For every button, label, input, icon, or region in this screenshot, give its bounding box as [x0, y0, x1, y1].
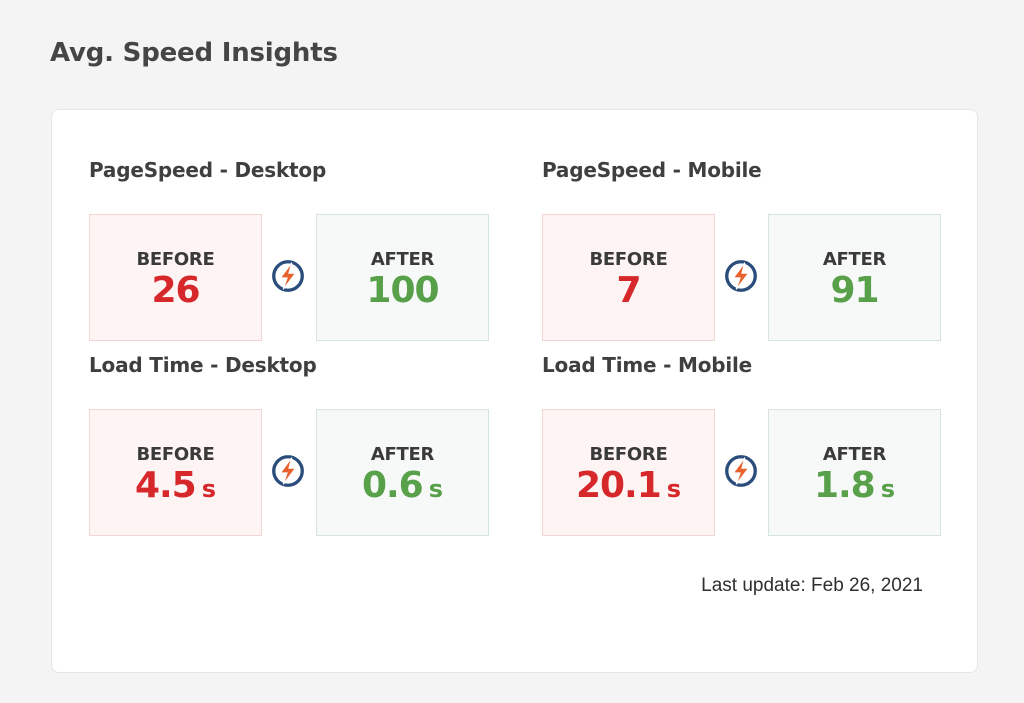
after-box: AFTER 1.8 s — [768, 409, 941, 536]
lightning-bolt-icon — [272, 260, 304, 292]
after-number: 0.6 — [361, 465, 424, 507]
page-title: Avg. Speed Insights — [50, 38, 338, 68]
before-value: 26 — [151, 270, 200, 312]
before-value: 4.5 s — [135, 467, 216, 505]
after-unit: s — [428, 475, 444, 504]
after-value: 1.8 s — [814, 467, 895, 505]
before-label: BEFORE — [589, 249, 668, 271]
section-title: Load Time - Mobile — [542, 353, 753, 377]
after-box: AFTER 91 — [768, 214, 941, 341]
lightning-bolt-icon — [272, 455, 304, 487]
after-label: AFTER — [370, 444, 435, 466]
after-number: 1.8 — [813, 465, 876, 507]
before-label: BEFORE — [136, 249, 215, 271]
before-number: 4.5 — [134, 465, 197, 507]
before-value: 20.1 s — [576, 467, 681, 505]
after-number: 91 — [830, 270, 879, 312]
lightning-bolt-icon — [725, 260, 757, 292]
last-update-text: Last update: Feb 26, 2021 — [701, 575, 923, 596]
after-value: 100 — [366, 270, 439, 312]
section-title: Load Time - Desktop — [89, 353, 317, 377]
section-title: PageSpeed - Desktop — [89, 158, 327, 182]
section-pagespeed-desktop: PageSpeed - Desktop BEFORE 26 AFTER 100 — [89, 158, 489, 343]
after-box: AFTER 100 — [316, 214, 489, 341]
before-label: BEFORE — [589, 444, 668, 466]
after-unit: s — [880, 475, 896, 504]
before-number: 20.1 — [575, 465, 662, 507]
lightning-bolt-icon — [725, 455, 757, 487]
after-label: AFTER — [822, 249, 887, 271]
after-value: 0.6 s — [362, 467, 443, 505]
before-box: BEFORE 4.5 s — [89, 409, 262, 536]
speed-insights-card: PageSpeed - Desktop BEFORE 26 AFTER 100 … — [51, 109, 978, 673]
after-label: AFTER — [370, 249, 435, 271]
before-label: BEFORE — [136, 444, 215, 466]
before-box: BEFORE 7 — [542, 214, 715, 341]
after-number: 100 — [366, 270, 439, 312]
before-unit: s — [201, 475, 217, 504]
before-number: 26 — [151, 270, 200, 312]
before-box: BEFORE 26 — [89, 214, 262, 341]
before-unit: s — [666, 475, 682, 504]
section-title: PageSpeed - Mobile — [542, 158, 762, 182]
section-pagespeed-mobile: PageSpeed - Mobile BEFORE 7 AFTER 91 — [542, 158, 942, 343]
after-value: 91 — [830, 270, 879, 312]
after-box: AFTER 0.6 s — [316, 409, 489, 536]
before-box: BEFORE 20.1 s — [542, 409, 715, 536]
before-number: 7 — [616, 270, 641, 312]
after-label: AFTER — [822, 444, 887, 466]
section-loadtime-desktop: Load Time - Desktop BEFORE 4.5 s AFTER 0.… — [89, 353, 489, 538]
section-loadtime-mobile: Load Time - Mobile BEFORE 20.1 s AFTER 1.… — [542, 353, 942, 538]
before-value: 7 — [616, 270, 641, 312]
